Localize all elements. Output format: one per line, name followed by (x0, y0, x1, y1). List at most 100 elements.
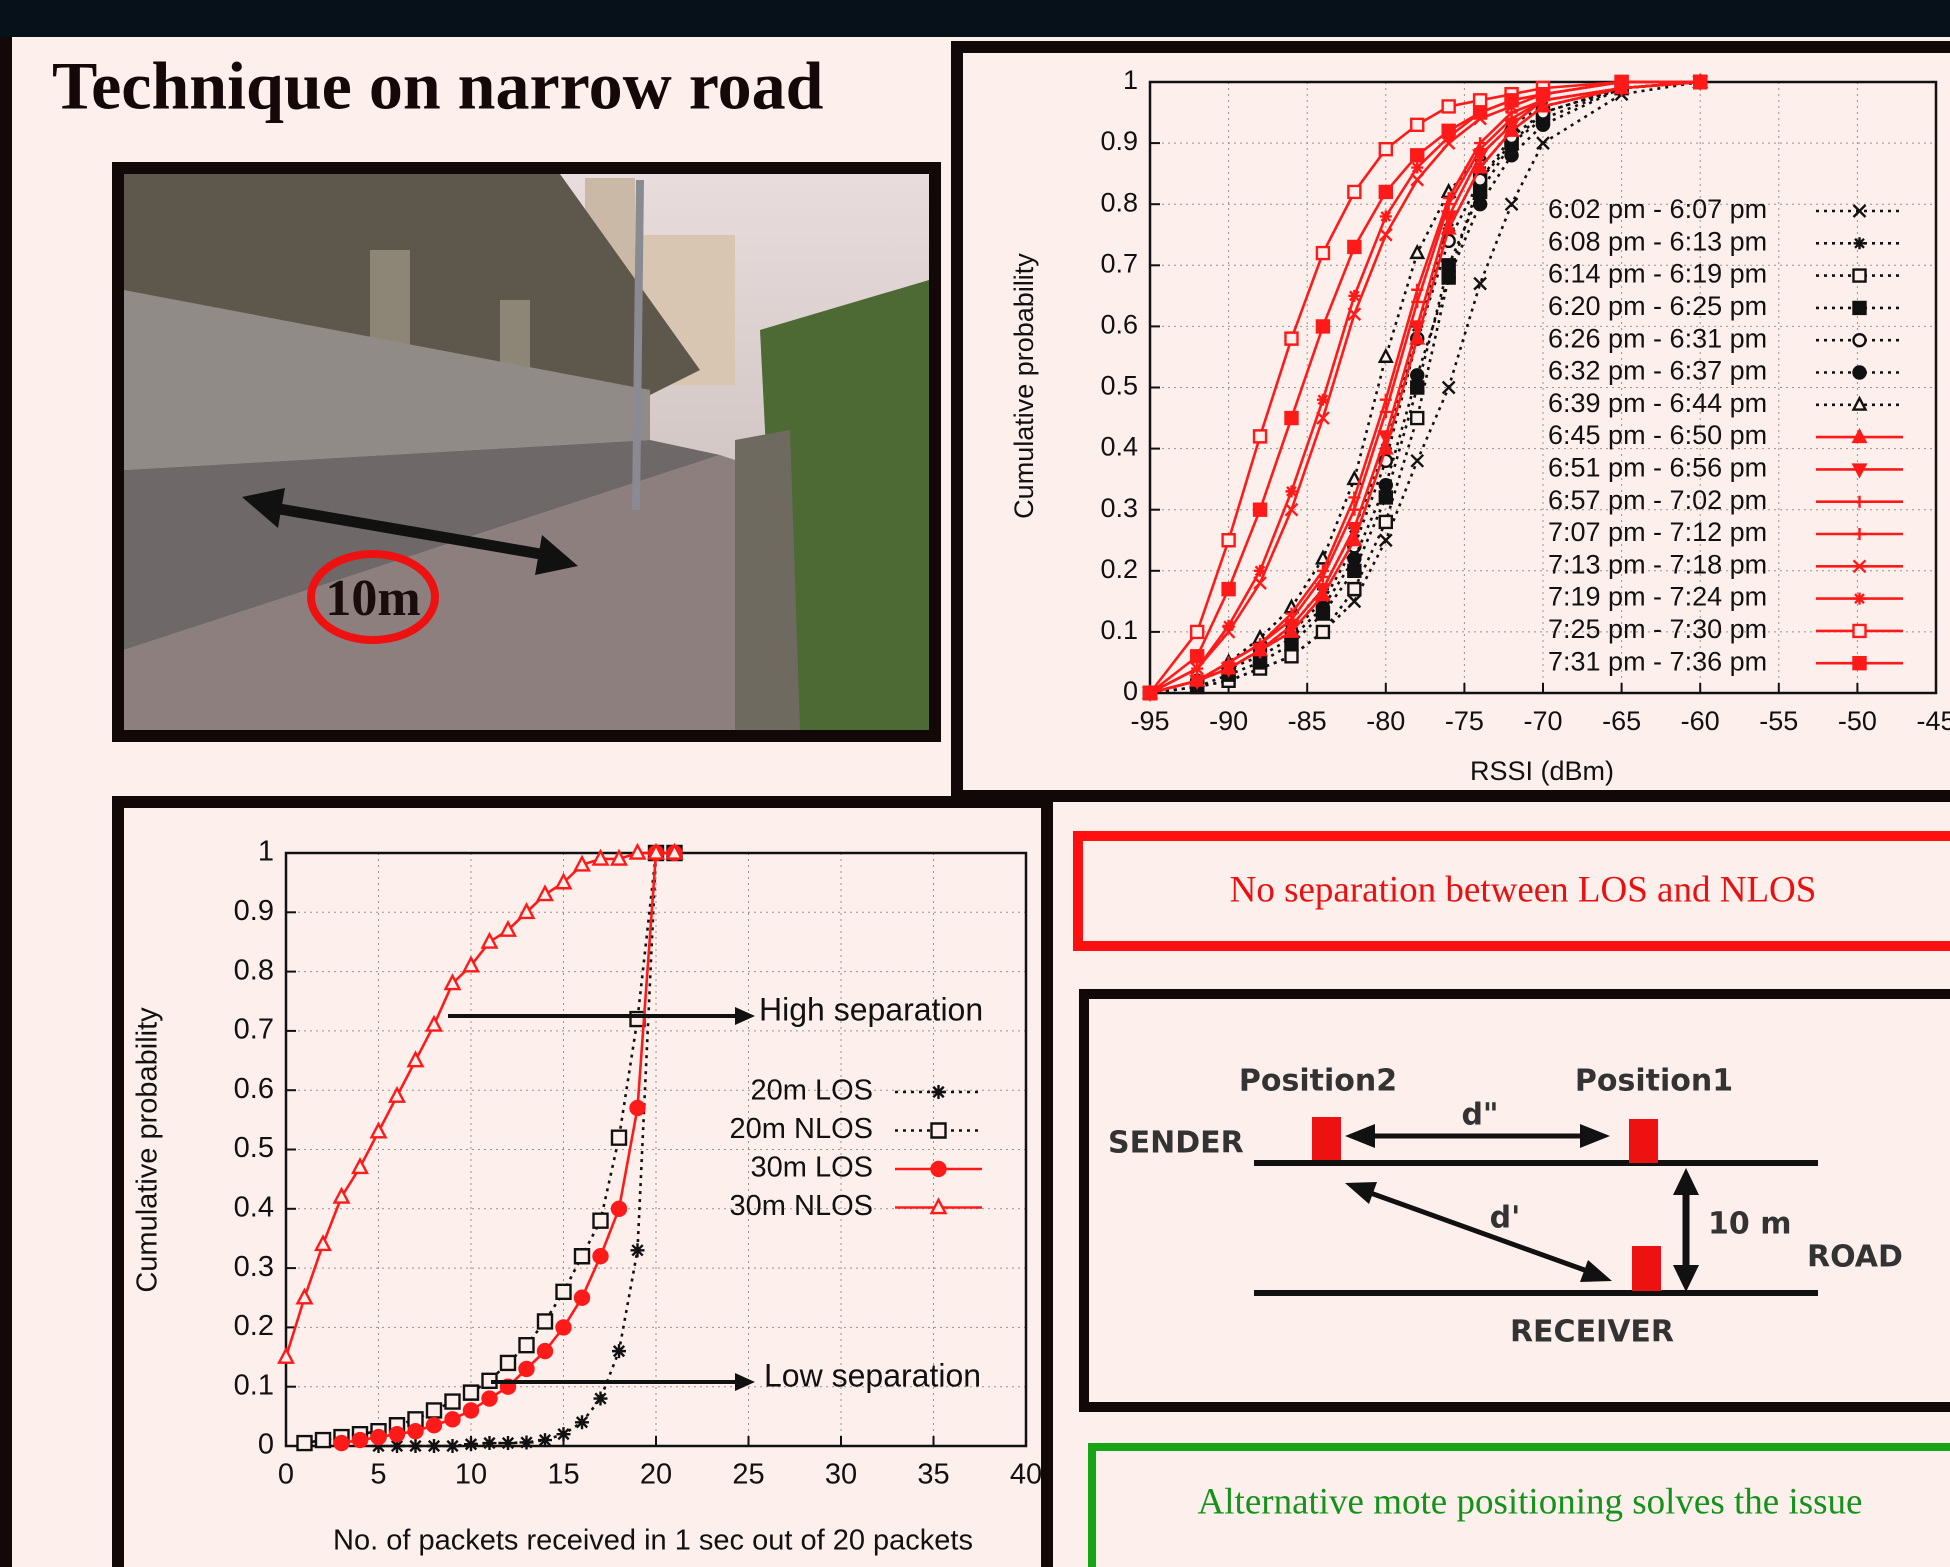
x-axis-label: RSSI (dBm) (1470, 756, 1614, 786)
x-tick-label: 15 (547, 1459, 579, 1491)
y-axis-label: Cumulative probability (1009, 253, 1039, 519)
point (316, 1433, 330, 1447)
point (483, 1392, 497, 1406)
point (1380, 210, 1392, 222)
legend-marker (1854, 334, 1866, 346)
y-tick-label: 0.8 (1100, 187, 1138, 217)
slide: Technique on narrow road 10m 00.10.20.30… (0, 0, 1950, 1567)
legend-label: 7:19 pm - 7:24 pm (1548, 582, 1767, 612)
annotation: High separation (759, 991, 983, 1027)
left-edge (0, 37, 12, 1567)
x-tick-label: 0 (278, 1459, 294, 1491)
diagram-label: SENDER (1108, 1126, 1244, 1161)
point (1380, 143, 1392, 155)
point (557, 1427, 571, 1441)
point (1285, 412, 1297, 424)
point (1411, 119, 1423, 131)
point (446, 1412, 460, 1426)
point (612, 1131, 626, 1145)
y-tick-label: 0.6 (234, 1073, 274, 1105)
legend-marker (1854, 593, 1866, 605)
legend-label: 7:25 pm - 7:30 pm (1548, 614, 1767, 644)
point (1537, 119, 1549, 131)
point (1411, 149, 1423, 161)
point (1317, 320, 1329, 332)
photo: 10m (112, 162, 941, 742)
point (501, 1356, 515, 1370)
diagram-label: Position2 (1239, 1064, 1397, 1099)
y-tick-label: 0.4 (1100, 432, 1138, 462)
point (409, 1439, 423, 1453)
legend-label: 6:39 pm - 6:44 pm (1548, 388, 1767, 418)
y-tick-label: 0.2 (1100, 554, 1138, 584)
legend-label: 6:20 pm - 6:25 pm (1548, 291, 1767, 321)
legend-label: 6:02 pm - 6:07 pm (1548, 194, 1767, 224)
point (594, 1214, 608, 1228)
point (538, 1344, 552, 1358)
x-tick-label: 40 (1010, 1459, 1042, 1491)
x-tick-label: -65 (1602, 706, 1641, 736)
point (353, 1433, 367, 1447)
legend-marker (1854, 625, 1866, 637)
legend-marker (932, 1085, 946, 1099)
point (464, 1403, 478, 1417)
point (427, 1439, 441, 1453)
point (1411, 412, 1423, 424)
point (631, 1243, 645, 1257)
photo-pole (636, 180, 640, 510)
x-tick-label: 35 (917, 1459, 949, 1491)
point (1380, 516, 1392, 528)
y-tick-label: 0.6 (1100, 310, 1138, 340)
point (594, 1392, 608, 1406)
point (1285, 333, 1297, 345)
legend-marker (1854, 657, 1866, 669)
y-tick-label: 0.3 (1100, 493, 1138, 523)
y-tick-label: 0.1 (1100, 615, 1138, 645)
point (1191, 650, 1203, 662)
y-tick-label: 0.5 (234, 1132, 274, 1164)
point (1348, 583, 1360, 595)
x-tick-label: 20 (640, 1459, 672, 1491)
x-axis-label: No. of packets received in 1 sec out of … (333, 1525, 973, 1557)
point (1411, 162, 1423, 174)
point (612, 1202, 626, 1216)
point (1616, 76, 1628, 88)
point (1443, 272, 1455, 284)
x-tick-label: -85 (1288, 706, 1327, 736)
point (1254, 504, 1266, 516)
point (1411, 382, 1423, 394)
legend-label: 6:57 pm - 7:02 pm (1548, 485, 1767, 515)
x-tick-label: -50 (1838, 706, 1877, 736)
y-tick-label: 0.4 (234, 1191, 274, 1223)
legend-label: 7:07 pm - 7:12 pm (1548, 517, 1767, 547)
point (1411, 369, 1423, 381)
mote (1312, 1117, 1341, 1160)
point (1474, 94, 1486, 106)
point (1317, 601, 1329, 613)
point (446, 1439, 460, 1453)
mote (1632, 1246, 1661, 1291)
point (520, 1362, 534, 1376)
legend-marker (932, 1124, 946, 1138)
point (1474, 198, 1486, 210)
photo-wall (735, 430, 800, 730)
legend-label: 20m NLOS (730, 1113, 873, 1145)
point (335, 1436, 349, 1450)
point (575, 1249, 589, 1263)
y-tick-label: 1 (258, 836, 274, 868)
y-tick-label: 0.8 (234, 954, 274, 986)
x-tick-label: 25 (732, 1459, 764, 1491)
legend-label: 20m LOS (751, 1075, 874, 1107)
point (612, 1344, 626, 1358)
point (1537, 88, 1549, 100)
legend-label: 30m NLOS (730, 1190, 873, 1222)
y-tick-label: 1 (1123, 65, 1138, 95)
chart-frame (957, 47, 1950, 796)
point (1191, 663, 1203, 675)
point (1285, 485, 1297, 497)
point (1254, 430, 1266, 442)
y-tick-label: 0.7 (1100, 248, 1138, 278)
point (1506, 149, 1518, 161)
problem-text: No separation between LOS and NLOS (1230, 869, 1817, 910)
diagram-label: RECEIVER (1510, 1315, 1674, 1350)
